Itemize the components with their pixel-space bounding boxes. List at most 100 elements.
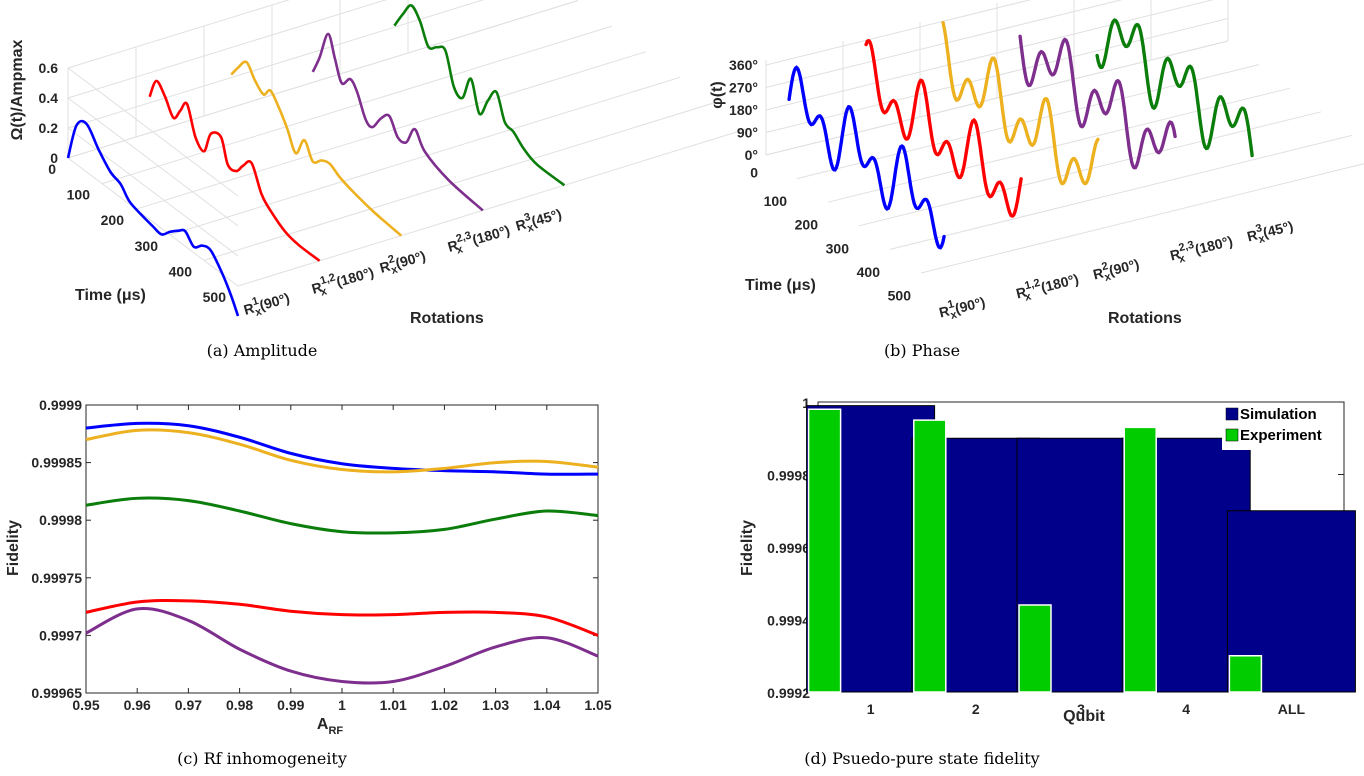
x-tick-label: 0.97 [175, 697, 202, 713]
x-tick-label: ALL [1278, 701, 1306, 717]
y-tick-label: 0.9999 [39, 397, 82, 413]
legend-box [1222, 406, 1342, 450]
plot-area [85, 404, 599, 694]
z-tick-label: 0.2 [39, 120, 59, 136]
y-tick-label: 0.9992 [767, 685, 810, 701]
x-tick-label: 0.99 [277, 697, 304, 713]
rotations-axis-label: Rotations [410, 310, 484, 327]
z-tick-label: 0° [745, 147, 758, 163]
grid-line [67, 157, 239, 287]
x-axis-label: ARF [317, 716, 344, 737]
legend-swatch [1225, 407, 1239, 421]
x-tick-label: 4 [1182, 701, 1190, 717]
rotation-tick-label: R1x(90°) [241, 287, 292, 322]
amplitude-curve-rx23-180 [311, 32, 484, 212]
time-tick-label: 100 [764, 193, 788, 209]
rotation-tick-label: R1,2x(180°) [1014, 268, 1081, 306]
y-tick-label: 0.99985 [31, 455, 82, 471]
grid-line [765, 0, 1214, 111]
panel-pseudo-pure-fidelity: 0.9992 0.9994 0.9996 0.9998 1 1 2 3 4 ALL Fidelity… [739, 395, 1356, 725]
time-tick-label: 400 [169, 263, 193, 279]
x-tick-label: 1.05 [584, 697, 611, 713]
amplitude-curve-rx3-45 [393, 4, 566, 187]
x-tick-label: 0.95 [72, 697, 99, 713]
time-tick-label: 500 [203, 289, 227, 305]
x-axis-label: Qubit [1063, 708, 1105, 725]
time-tick-label: 0 [48, 161, 56, 177]
fidelity-curve-green [85, 496, 599, 535]
y-axis-label: Fidelity [739, 520, 756, 576]
time-tick-label: 300 [135, 238, 159, 254]
x-tick-label: 3 [1077, 701, 1085, 717]
panel-phase: 0 0° 90° 180° 270° 360° 100 200 300 400 500 φ(t) Tim… [709, 0, 1364, 327]
y-tick-label: 0.99975 [31, 570, 82, 586]
x-tick-label: 1 [867, 701, 875, 717]
time-axis-label: Time (μs) [75, 287, 146, 304]
bar-experiment [913, 419, 947, 693]
x-tick-label: 1.02 [431, 697, 458, 713]
z-tick-label: 90° [737, 125, 758, 141]
caption-a: (a) Amplitude [207, 341, 318, 360]
z-axis-label: Ω(t)/Ampmax [9, 39, 26, 140]
bar-experiment [807, 408, 842, 693]
fidelity-curve-red [85, 599, 599, 637]
y-tick-label: 0.9996 [767, 540, 810, 556]
legend-label: Experiment [1240, 427, 1322, 444]
bar-experiment [1018, 604, 1052, 693]
grid-line [67, 127, 239, 257]
rotation-tick-label: R1x(90°) [937, 291, 988, 325]
x-tick-label: 1 [338, 697, 346, 713]
z-tick-label: 0 [50, 150, 58, 166]
z-tick-label: 0.4 [39, 90, 59, 106]
y-tick-label: 0.9997 [39, 627, 82, 643]
rotation-tick-label: R1,2x(180°) [309, 261, 377, 301]
legend-swatch [1225, 428, 1239, 442]
z-tick-label: 360° [729, 57, 758, 73]
grid-line [67, 0, 290, 69]
grid-line [237, 128, 749, 287]
grid-line [765, 0, 1032, 66]
phase-curve-rx3-45 [1095, 18, 1254, 158]
amplitude-curve-rx12-180 [148, 79, 321, 262]
grid-line [101, 25, 613, 185]
grid-line [67, 0, 388, 99]
y-axis-label: Fidelity [5, 520, 22, 576]
x-tick-label: 1.04 [533, 697, 560, 713]
fidelity-curve-purple [85, 607, 599, 685]
z-tick-label: 0.6 [39, 60, 59, 76]
z-tick-label: 0 [750, 165, 758, 181]
rotations-axis-label: Rotations [1108, 310, 1182, 327]
x-tick-label: 1.01 [380, 697, 407, 713]
grid-line [135, 51, 647, 210]
grid-line [67, 0, 579, 159]
grid-line [169, 76, 681, 236]
panel-amplitude: 0 0.2 0.4 0.6 0 100 200 300 400 500 Ω(t)/Ampmax Tim… [9, 0, 749, 327]
time-tick-label: 300 [826, 240, 850, 256]
rotation-tick-label: R2,3x(180°) [1168, 230, 1235, 268]
grid-line [920, 163, 1364, 274]
y-tick-label: 0.9998 [39, 512, 82, 528]
z-tick-label: 270° [729, 80, 758, 96]
grid-line [827, 87, 1291, 203]
z-axis-label: φ(t) [709, 81, 726, 108]
rotation-tick-label: R2x(90°) [1091, 253, 1142, 287]
panel-rf-inhomogeneity: 0.95 0.96 0.97 0.98 0.99 1 1.01 1.02 1.03 1.04 1.0… [5, 397, 612, 737]
time-tick-label: 400 [857, 264, 881, 280]
time-tick-label: 200 [795, 217, 819, 233]
rotation-tick-label: R2,3x(180°) [445, 219, 513, 259]
amplitude-curve-rx1-90 [66, 119, 240, 317]
grid-line [889, 134, 1353, 250]
y-tick-label: 0.99965 [31, 685, 82, 701]
phase-curve-rx23-180 [1018, 34, 1177, 170]
phase-curve-rx12-180 [864, 38, 1023, 219]
fidelity-curve-blue [85, 421, 599, 476]
x-tick-label: 1.03 [482, 697, 509, 713]
x-tick-label: 0.96 [124, 697, 151, 713]
time-tick-label: 500 [888, 288, 912, 304]
rotation-tick-label: R3x(45°) [1245, 215, 1296, 249]
y-tick-label: 0.9994 [767, 613, 810, 629]
caption-d: (d) Psuedo-pure state fidelity [804, 749, 1039, 768]
bar-experiment [1228, 655, 1263, 693]
z-tick-label: 180° [729, 102, 758, 118]
